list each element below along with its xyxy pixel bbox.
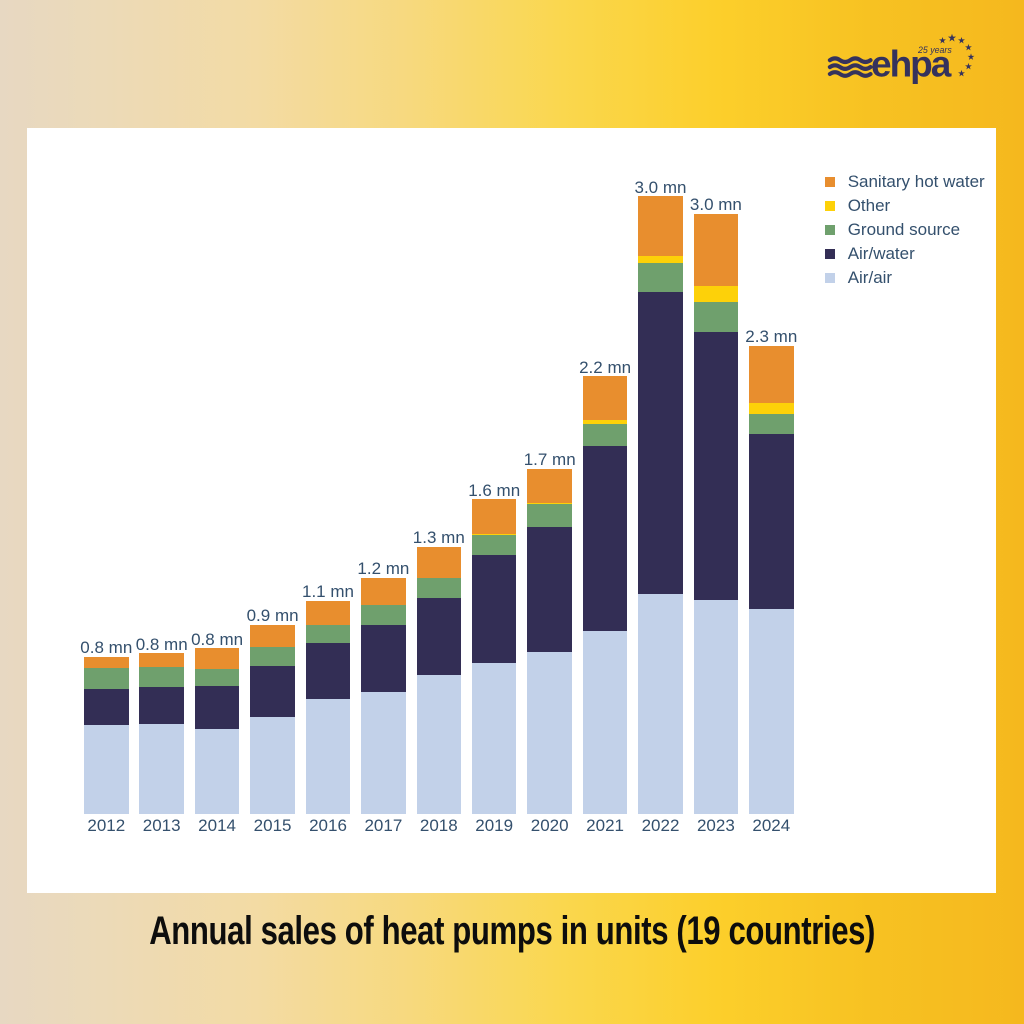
svg-text:25 years: 25 years bbox=[917, 45, 952, 55]
svg-text:ehpa: ehpa bbox=[871, 43, 952, 84]
